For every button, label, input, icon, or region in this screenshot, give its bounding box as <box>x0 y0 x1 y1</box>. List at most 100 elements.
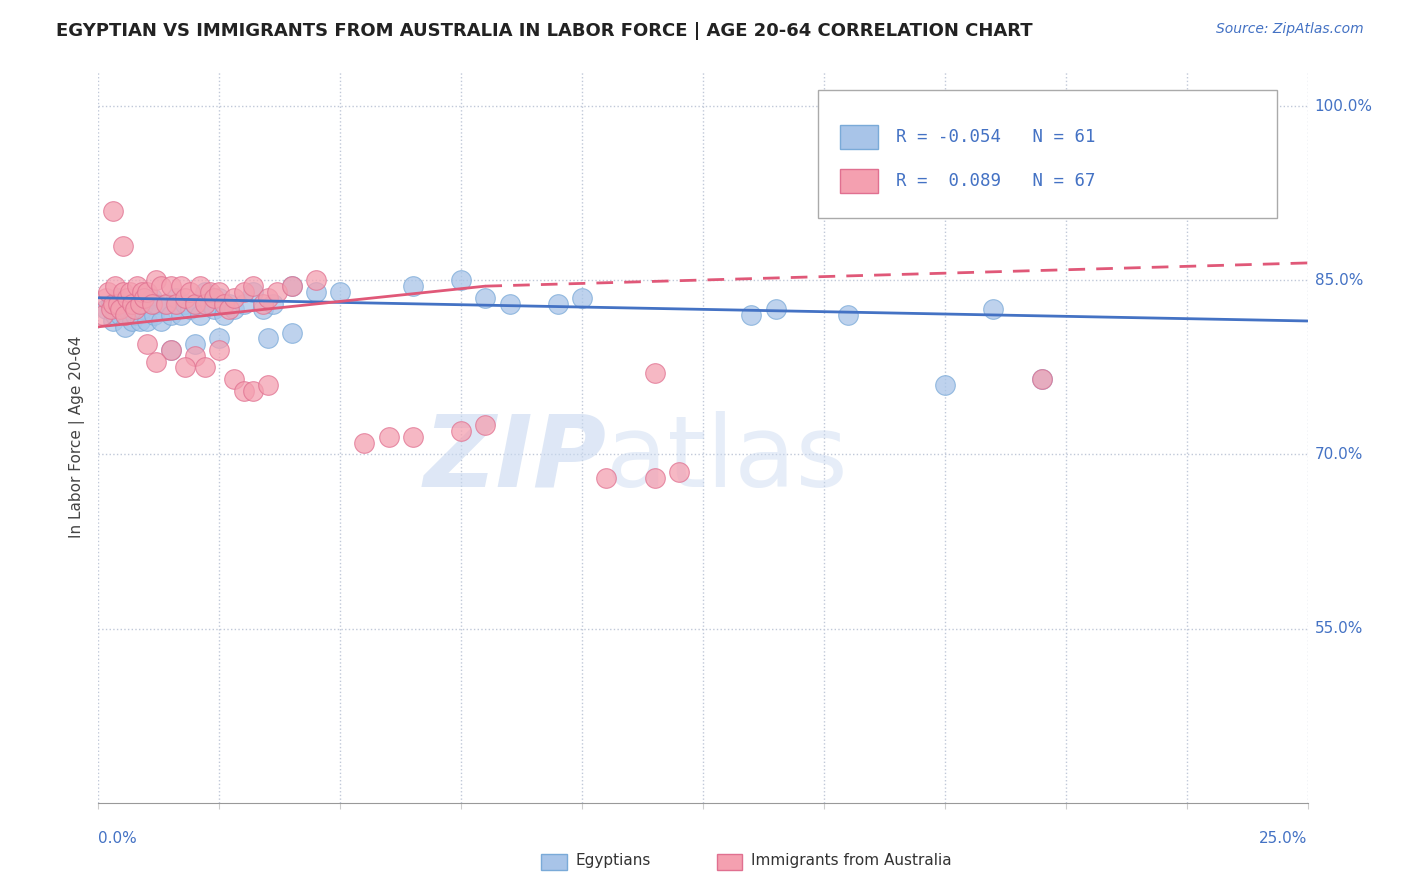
Point <box>212 308 235 322</box>
Point <box>184 337 207 351</box>
Point <box>117 291 139 305</box>
Point <box>134 296 156 310</box>
Point <box>128 296 150 310</box>
Point <box>252 296 274 310</box>
Point <box>668 465 690 479</box>
Point <box>91 308 114 322</box>
Point <box>571 291 593 305</box>
Text: atlas: atlas <box>606 410 848 508</box>
Point <box>281 279 304 293</box>
Text: 85.0%: 85.0% <box>1315 273 1362 288</box>
Point <box>160 308 183 322</box>
Point <box>740 308 762 322</box>
Point <box>222 372 245 386</box>
Point <box>101 296 124 310</box>
Text: R =  0.089   N = 67: R = 0.089 N = 67 <box>897 172 1095 190</box>
Point <box>281 326 304 340</box>
Point <box>218 302 240 317</box>
Point <box>547 296 569 310</box>
Point <box>134 291 156 305</box>
Point <box>111 238 134 252</box>
Point <box>242 384 264 398</box>
FancyBboxPatch shape <box>839 169 879 193</box>
Point <box>474 418 496 433</box>
Point <box>208 285 231 299</box>
Point <box>305 285 328 299</box>
Point <box>765 302 787 317</box>
Point <box>169 308 191 322</box>
Point <box>329 285 352 299</box>
Text: 25.0%: 25.0% <box>1260 830 1308 846</box>
Point <box>117 302 139 317</box>
Point <box>305 273 328 287</box>
Point <box>188 279 211 293</box>
Point <box>101 314 124 328</box>
Point <box>128 314 150 328</box>
FancyBboxPatch shape <box>839 126 879 149</box>
Point <box>474 291 496 305</box>
Point <box>262 296 284 310</box>
Point <box>184 296 207 310</box>
Point <box>644 471 666 485</box>
Point <box>101 203 124 218</box>
Point <box>155 296 177 310</box>
Point <box>174 291 197 305</box>
Point <box>141 291 163 305</box>
Point <box>160 343 183 357</box>
Point <box>252 302 274 317</box>
Point <box>232 296 254 310</box>
Point <box>232 384 254 398</box>
Point <box>194 285 217 299</box>
Point <box>114 308 136 322</box>
Point <box>281 279 304 293</box>
Bar <box>818 89 1277 218</box>
Point <box>118 296 141 310</box>
Point <box>218 296 240 310</box>
Point <box>174 296 197 310</box>
Point <box>111 296 134 310</box>
Point <box>198 296 221 310</box>
Text: 0.0%: 0.0% <box>98 830 138 846</box>
Point <box>184 296 207 310</box>
Point <box>107 291 129 305</box>
Text: Source: ZipAtlas.com: Source: ZipAtlas.com <box>1216 22 1364 37</box>
Point <box>208 343 231 357</box>
Point <box>256 291 278 305</box>
Point <box>118 285 141 299</box>
Point <box>934 377 956 392</box>
Point <box>174 360 197 375</box>
Point <box>150 314 173 328</box>
Point <box>155 296 177 310</box>
Point <box>644 366 666 380</box>
Point <box>135 337 157 351</box>
Point <box>124 308 146 322</box>
Point <box>256 331 278 345</box>
Point <box>135 314 157 328</box>
Point <box>108 302 131 317</box>
Text: 70.0%: 70.0% <box>1315 447 1362 462</box>
Point <box>145 354 167 368</box>
Point <box>242 285 264 299</box>
Point <box>131 285 153 299</box>
Point <box>104 308 127 322</box>
Point <box>127 279 149 293</box>
Point <box>198 285 221 299</box>
Point <box>150 279 173 293</box>
Text: Egyptians: Egyptians <box>575 854 651 868</box>
Point <box>143 308 166 322</box>
Text: Immigrants from Australia: Immigrants from Australia <box>751 854 952 868</box>
Point <box>108 308 131 322</box>
Point <box>104 279 127 293</box>
Point <box>402 430 425 444</box>
Text: 55.0%: 55.0% <box>1315 621 1362 636</box>
Point <box>402 279 425 293</box>
Point <box>107 296 129 310</box>
Point <box>127 296 149 310</box>
Point <box>450 424 472 438</box>
Text: ZIP: ZIP <box>423 410 606 508</box>
Point <box>184 349 207 363</box>
Point <box>450 273 472 287</box>
Point <box>169 279 191 293</box>
Point <box>135 285 157 299</box>
Point <box>1102 99 1125 113</box>
